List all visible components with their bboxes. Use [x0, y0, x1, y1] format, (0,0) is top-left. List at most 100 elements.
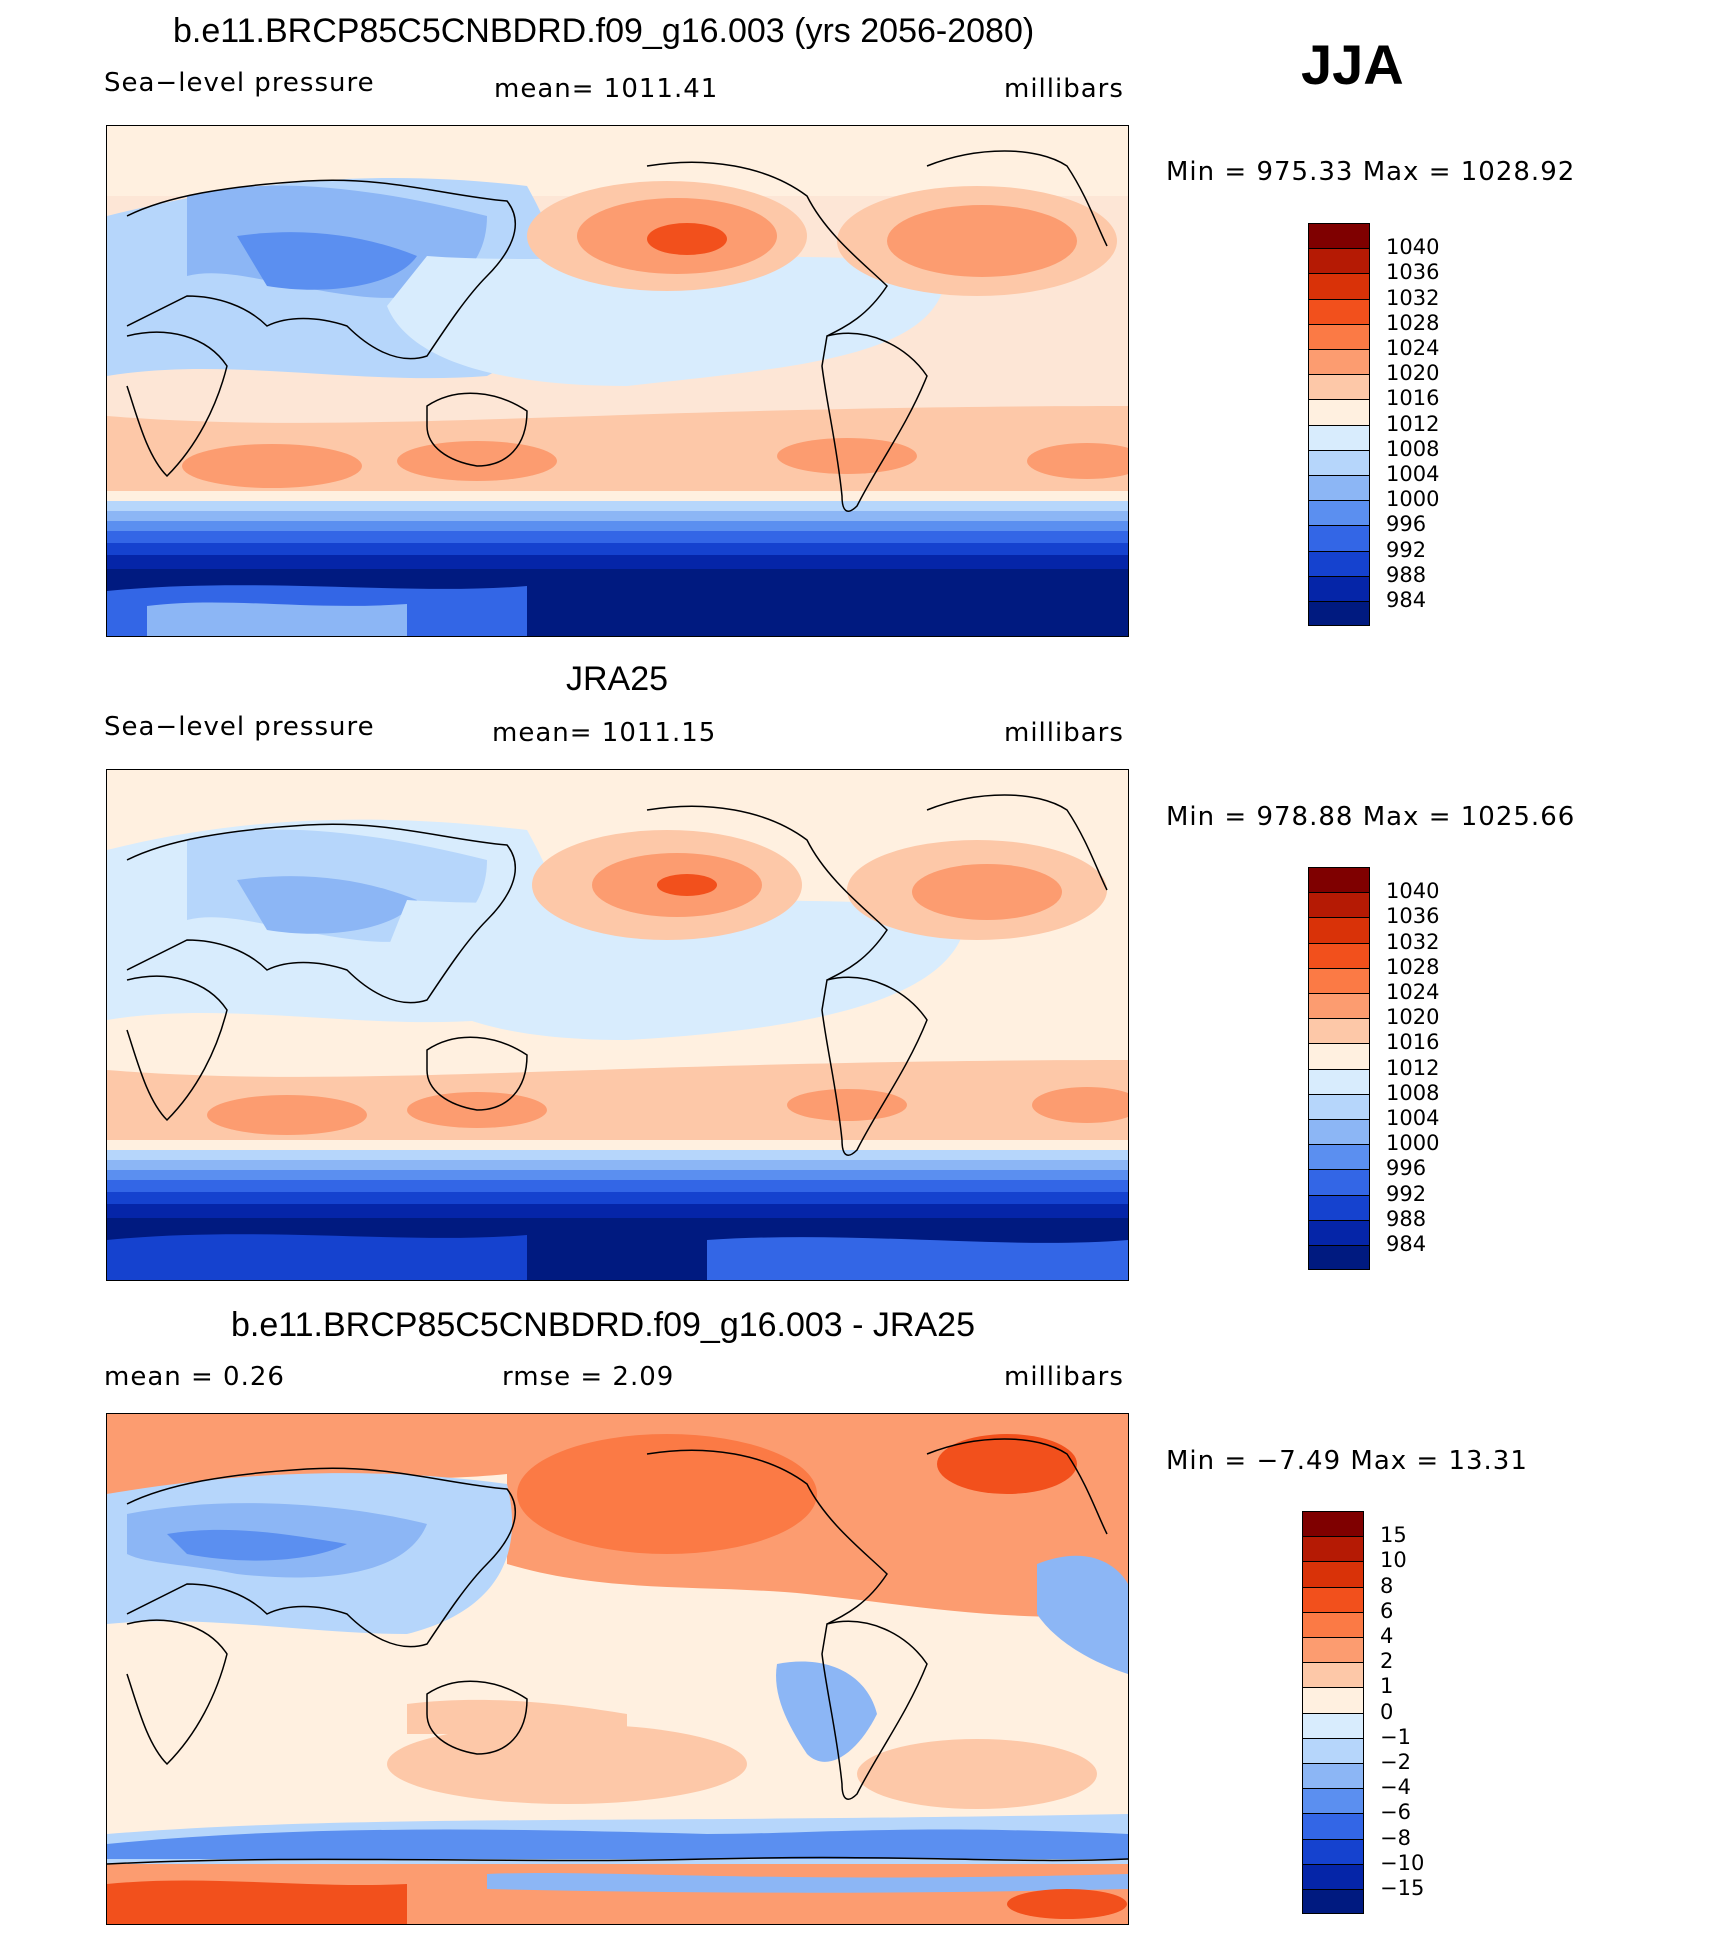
colorbar-swatch: [1308, 374, 1370, 400]
colorbar-swatch: [1308, 475, 1370, 501]
colorbar-swatch: [1308, 892, 1370, 918]
colorbar-swatch: [1308, 917, 1370, 943]
panel-3-title: b.e11.BRCP85C5CNBDRD.f09_g16.003 - JRA25: [231, 1306, 975, 1344]
colorbar-tick-label: 8: [1380, 1573, 1394, 1598]
colorbar-swatch: [1308, 248, 1370, 274]
colorbar-swatch: [1302, 1586, 1364, 1612]
colorbar-swatch: [1308, 449, 1370, 475]
colorbar-tick-label: 4: [1380, 1624, 1394, 1648]
panel-2-contour-plot: [107, 770, 1128, 1280]
colorbar-tick-label: 1040: [1386, 879, 1440, 904]
colorbar-tick-label: 1004: [1386, 462, 1440, 486]
colorbar-tick-label: 6: [1380, 1598, 1394, 1623]
colorbar-swatch: [1302, 1511, 1364, 1537]
colorbar-swatch: [1308, 525, 1370, 551]
colorbar-tick-label: 984: [1386, 588, 1427, 612]
colorbar-swatch: [1302, 1863, 1364, 1889]
colorbar-tick-label: 1040: [1386, 235, 1440, 260]
season-label: JJA: [1301, 33, 1404, 96]
panel-1-contour-plot: [107, 126, 1128, 636]
colorbar-swatch: [1302, 1561, 1364, 1587]
colorbar-swatch: [1302, 1737, 1364, 1763]
colorbar-swatch: [1308, 867, 1370, 893]
colorbar-tick-label: −2: [1380, 1750, 1411, 1774]
colorbar-tick-label: 1016: [1386, 386, 1440, 411]
panel-2-map: [106, 769, 1129, 1281]
panel-1-title: b.e11.BRCP85C5CNBDRD.f09_g16.003 (yrs 20…: [173, 12, 1035, 50]
colorbar-tick-label: 1036: [1386, 260, 1440, 285]
colorbar-swatch: [1302, 1889, 1364, 1915]
colorbar-swatch: [1308, 1043, 1370, 1069]
colorbar-tick-label: 992: [1386, 1181, 1427, 1206]
colorbar-swatch: [1302, 1611, 1364, 1637]
colorbar-swatch: [1308, 223, 1370, 249]
colorbar-tick-label: −1: [1380, 1724, 1411, 1749]
panel-2-mean-label: mean= 1011.15: [492, 718, 717, 748]
colorbar-tick-label: 1020: [1386, 1005, 1440, 1030]
colorbar-tick-label: 992: [1386, 537, 1427, 562]
colorbar-tick-label: 1012: [1386, 1055, 1440, 1080]
panel-3-map: [106, 1413, 1129, 1925]
panel-1-map: [106, 125, 1129, 637]
colorbar-swatch: [1308, 1093, 1370, 1119]
panel-3-units-label: millibars: [1004, 1362, 1124, 1392]
colorbar-tick-label: 10: [1380, 1548, 1407, 1573]
colorbar-swatch: [1308, 1144, 1370, 1170]
panel-1-mean-label: mean= 1011.41: [494, 74, 719, 104]
colorbar-tick-label: 1024: [1386, 980, 1440, 1004]
panel-3-minmax: Min = −7.49 Max = 13.31: [1166, 1446, 1528, 1476]
colorbar-swatch: [1308, 349, 1370, 375]
colorbar-swatch: [1308, 550, 1370, 576]
colorbar-swatch: [1302, 1662, 1364, 1688]
colorbar-tick-label: 1028: [1386, 310, 1440, 335]
panel-3-contour-plot: [107, 1414, 1128, 1924]
colorbar-tick-label: 1024: [1386, 336, 1440, 360]
colorbar-tick-label: −6: [1380, 1800, 1411, 1825]
colorbar-swatch: [1308, 298, 1370, 324]
colorbar-tick-label: 1000: [1386, 487, 1440, 512]
colorbar-swatch: [1308, 1018, 1370, 1044]
panel-2-units-label: millibars: [1004, 718, 1124, 748]
colorbar-tick-label: 1: [1380, 1674, 1394, 1699]
colorbar-swatch: [1302, 1536, 1364, 1562]
panel-2-variable-label: Sea−level pressure: [104, 712, 375, 742]
panel-3-rmse-label: rmse = 2.09: [502, 1362, 675, 1392]
colorbar-swatch: [1308, 575, 1370, 601]
colorbar-tick-label: 1032: [1386, 285, 1440, 310]
colorbar-swatch: [1302, 1687, 1364, 1713]
colorbar-swatch: [1308, 399, 1370, 425]
colorbar-tick-label: 1000: [1386, 1131, 1440, 1156]
colorbar-tick-label: 1036: [1386, 904, 1440, 929]
colorbar-tick-label: 1016: [1386, 1030, 1440, 1055]
colorbar-swatch: [1308, 500, 1370, 526]
colorbar-swatch: [1308, 1068, 1370, 1094]
panel-2-title: JRA25: [566, 660, 669, 698]
colorbar-tick-label: 988: [1386, 1206, 1427, 1231]
panel-1-units-label: millibars: [1004, 74, 1124, 104]
colorbar-tick-label: 1004: [1386, 1106, 1440, 1130]
colorbar-tick-label: 988: [1386, 562, 1427, 587]
colorbar-tick-label: 1008: [1386, 1080, 1440, 1105]
colorbar-tick-label: −8: [1380, 1825, 1411, 1850]
colorbar-swatch: [1308, 1245, 1370, 1271]
colorbar-swatch: [1302, 1712, 1364, 1738]
colorbar-tick-label: 996: [1386, 512, 1427, 537]
colorbar-swatch: [1308, 967, 1370, 993]
colorbar-tick-label: −15: [1380, 1876, 1425, 1900]
colorbar-swatch: [1308, 273, 1370, 299]
colorbar-tick-label: 1008: [1386, 436, 1440, 461]
colorbar-swatch: [1308, 424, 1370, 450]
colorbar-tick-label: 996: [1386, 1156, 1427, 1181]
colorbar-tick-label: 2: [1380, 1649, 1394, 1674]
colorbar-tick-label: −4: [1380, 1775, 1411, 1800]
colorbar-tick-label: 0: [1380, 1699, 1394, 1724]
colorbar-swatch: [1302, 1838, 1364, 1864]
colorbar-swatch: [1302, 1788, 1364, 1814]
colorbar-swatch: [1302, 1763, 1364, 1789]
colorbar-tick-label: 1020: [1386, 361, 1440, 386]
colorbar-tick-label: 1032: [1386, 929, 1440, 954]
panel-1-minmax: Min = 975.33 Max = 1028.92: [1166, 157, 1576, 187]
colorbar-swatch: [1308, 1194, 1370, 1220]
colorbar-swatch: [1302, 1637, 1364, 1663]
colorbar-tick-label: 984: [1386, 1232, 1427, 1256]
